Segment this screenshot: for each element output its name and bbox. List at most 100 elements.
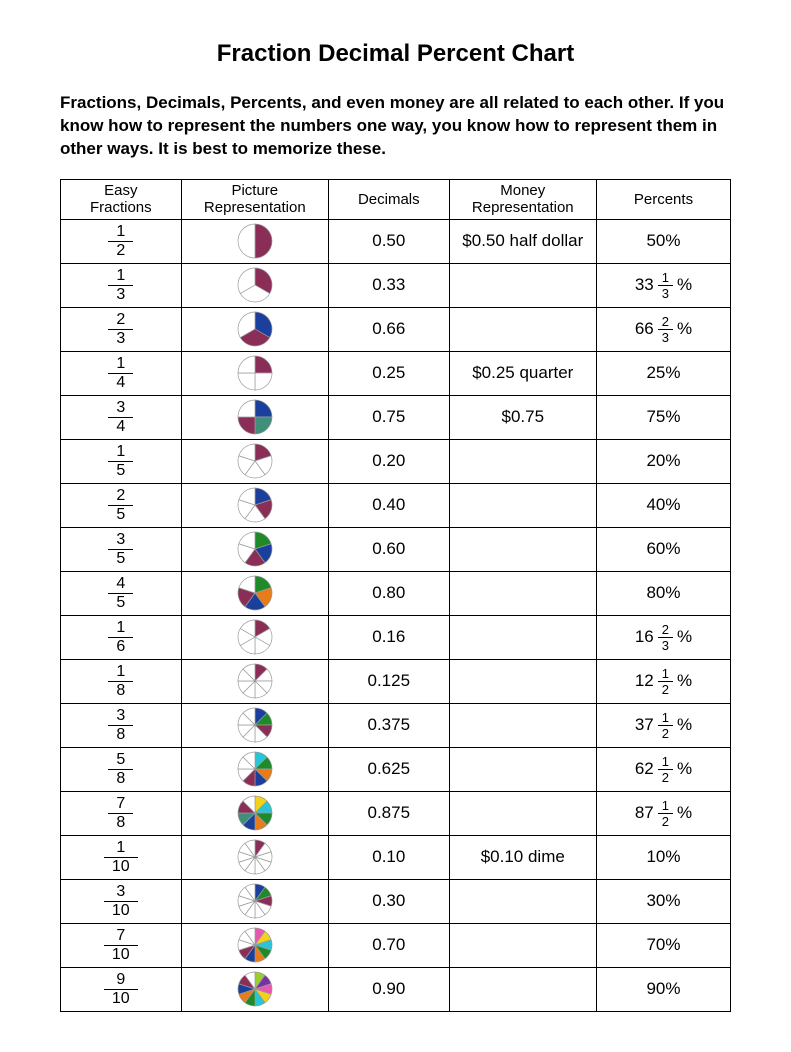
decimal-cell: 0.125	[328, 659, 449, 703]
percent-cell: 3313%	[596, 263, 730, 307]
fraction: 23	[658, 315, 673, 344]
pie-icon	[236, 222, 274, 260]
table-row: 7100.7070%	[61, 923, 731, 967]
decimal-cell: 0.50	[328, 219, 449, 263]
decimal-cell: 0.10	[328, 835, 449, 879]
percent-cell: 70%	[596, 923, 730, 967]
column-header: MoneyRepresentation	[449, 179, 596, 219]
fraction: 12	[658, 755, 673, 784]
decimal-cell: 0.16	[328, 615, 449, 659]
money-cell	[449, 439, 596, 483]
decimal-cell: 0.875	[328, 791, 449, 835]
pie-icon	[236, 442, 274, 480]
percent-cell: 90%	[596, 967, 730, 1011]
pie-icon	[236, 398, 274, 436]
fraction-cell: 38	[61, 703, 182, 747]
table-header-row: EasyFractionsPictureRepresentationDecima…	[61, 179, 731, 219]
money-cell	[449, 483, 596, 527]
fraction: 13	[108, 268, 133, 303]
fraction: 78	[108, 796, 133, 831]
worksheet-page: Fraction Decimal Percent Chart Fractions…	[0, 0, 791, 1052]
column-header: EasyFractions	[61, 179, 182, 219]
fraction-cell: 310	[61, 879, 182, 923]
fraction: 23	[658, 623, 673, 652]
percent-cell: 80%	[596, 571, 730, 615]
fraction: 12	[658, 711, 673, 740]
table-row: 910 0.90 90%	[61, 967, 731, 1011]
pie-icon	[236, 882, 274, 920]
money-cell	[449, 791, 596, 835]
column-header: PictureRepresentation	[181, 179, 328, 219]
table-row: 38 0.375 3712%	[61, 703, 731, 747]
table-row: 120.50$0.50 half dollar50%	[61, 219, 731, 263]
pie-icon	[236, 530, 274, 568]
fraction-cell: 34	[61, 395, 182, 439]
pie-icon	[236, 354, 274, 392]
fraction-cell: 13	[61, 263, 182, 307]
money-cell	[449, 571, 596, 615]
pie-icon	[236, 662, 274, 700]
fraction-chart-table: EasyFractionsPictureRepresentationDecima…	[60, 179, 731, 1012]
fraction-cell: 25	[61, 483, 182, 527]
percent-cell: 50%	[596, 219, 730, 263]
fraction: 910	[104, 972, 138, 1007]
pie-icon	[236, 838, 274, 876]
column-header: Percents	[596, 179, 730, 219]
decimal-cell: 0.33	[328, 263, 449, 307]
percent-cell: 30%	[596, 879, 730, 923]
decimal-cell: 0.60	[328, 527, 449, 571]
table-row: 340.75$0.7575%	[61, 395, 731, 439]
money-cell	[449, 659, 596, 703]
percent-cell: 60%	[596, 527, 730, 571]
fraction-cell: 110	[61, 835, 182, 879]
fraction-cell: 710	[61, 923, 182, 967]
decimal-cell: 0.30	[328, 879, 449, 923]
decimal-cell: 0.90	[328, 967, 449, 1011]
table-row: 13 0.33 3313%	[61, 263, 731, 307]
money-cell	[449, 615, 596, 659]
pie-icon	[236, 266, 274, 304]
fraction: 38	[108, 708, 133, 743]
picture-cell	[181, 835, 328, 879]
decimal-cell: 0.75	[328, 395, 449, 439]
pie-icon	[236, 750, 274, 788]
fraction-cell: 35	[61, 527, 182, 571]
picture-cell	[181, 351, 328, 395]
fraction: 710	[104, 928, 138, 963]
money-cell	[449, 527, 596, 571]
table-row: 780.8758712%	[61, 791, 731, 835]
fraction-cell: 15	[61, 439, 182, 483]
fraction-cell: 45	[61, 571, 182, 615]
fraction: 310	[104, 884, 138, 919]
percent-cell: 6212%	[596, 747, 730, 791]
table-row: 580.6256212%	[61, 747, 731, 791]
percent-cell: 1623%	[596, 615, 730, 659]
table-row: 180.1251212%	[61, 659, 731, 703]
pie-icon	[236, 574, 274, 612]
decimal-cell: 0.375	[328, 703, 449, 747]
fraction: 34	[108, 400, 133, 435]
table-row: 310 0.30 30%	[61, 879, 731, 923]
intro-paragraph: Fractions, Decimals, Percents, and even …	[60, 92, 731, 161]
picture-cell	[181, 571, 328, 615]
column-header: Decimals	[328, 179, 449, 219]
pie-icon	[236, 794, 274, 832]
picture-cell	[181, 439, 328, 483]
percent-cell: 3712%	[596, 703, 730, 747]
percent-cell: 25%	[596, 351, 730, 395]
table-row: 150.2020%	[61, 439, 731, 483]
picture-cell	[181, 527, 328, 571]
table-row: 35 0.60 60%	[61, 527, 731, 571]
pie-icon	[236, 970, 274, 1008]
picture-cell	[181, 307, 328, 351]
fraction: 12	[658, 799, 673, 828]
percent-cell: 6623%	[596, 307, 730, 351]
fraction: 14	[108, 356, 133, 391]
money-cell	[449, 923, 596, 967]
fraction: 25	[108, 488, 133, 523]
table-row: 250.4040%	[61, 483, 731, 527]
picture-cell	[181, 879, 328, 923]
pie-icon	[236, 618, 274, 656]
picture-cell	[181, 263, 328, 307]
picture-cell	[181, 483, 328, 527]
